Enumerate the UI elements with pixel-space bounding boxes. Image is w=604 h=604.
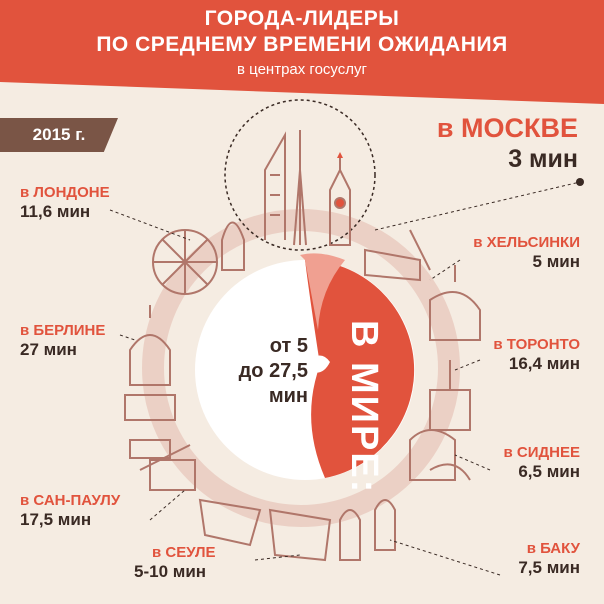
leader-lines [109,181,581,576]
city-berlin: в БЕРЛИНЕ 27 мин [20,322,106,359]
city-baku: в БАКУ 7,5 мин [518,540,580,577]
header-title: ГОРОДА-ЛИДЕРЫ ПО СРЕДНЕМУ ВРЕМЕНИ ОЖИДАН… [0,6,604,79]
moscow-dot [576,178,584,186]
range-unit: мин [268,385,308,407]
moscow-buildings [264,130,351,246]
title-line-2: ПО СРЕДНЕМУ ВРЕМЕНИ ОЖИДАНИЯ [96,33,508,57]
city-sao-paulo: в САН-ПАУЛУ 17,5 мин [20,492,121,529]
city-sydney: в СИДНЕЕ 6,5 мин [503,444,580,481]
moscow-circle [224,99,376,251]
world-label: В МИРЕ: [343,320,385,495]
world-segment [305,260,415,478]
year-badge: 2015 г. [0,118,118,152]
city-toronto: в ТОРОНТО 16,4 мин [493,336,580,373]
city-london: в ЛОНДОНЕ 11,6 мин [20,184,110,221]
range-text: от 5 до 27,5 мин [203,334,308,409]
city-seoul: в СЕУЛЕ 5-10 мин [134,544,216,581]
center-notch [308,355,330,373]
header-banner [0,0,604,104]
star-icon [337,152,343,158]
moscow-segment [300,253,345,330]
range-from: от 5 [269,335,308,357]
range-to: до 27,5 [238,360,308,382]
city-helsinki: в ХЕЛЬСИНКИ 5 мин [473,234,580,271]
city-moscow: в МОСКВЕ 3 мин [436,113,578,174]
subtitle: в центрах госуслуг [237,60,367,78]
title-line-1: ГОРОДА-ЛИДЕРЫ [204,7,400,30]
